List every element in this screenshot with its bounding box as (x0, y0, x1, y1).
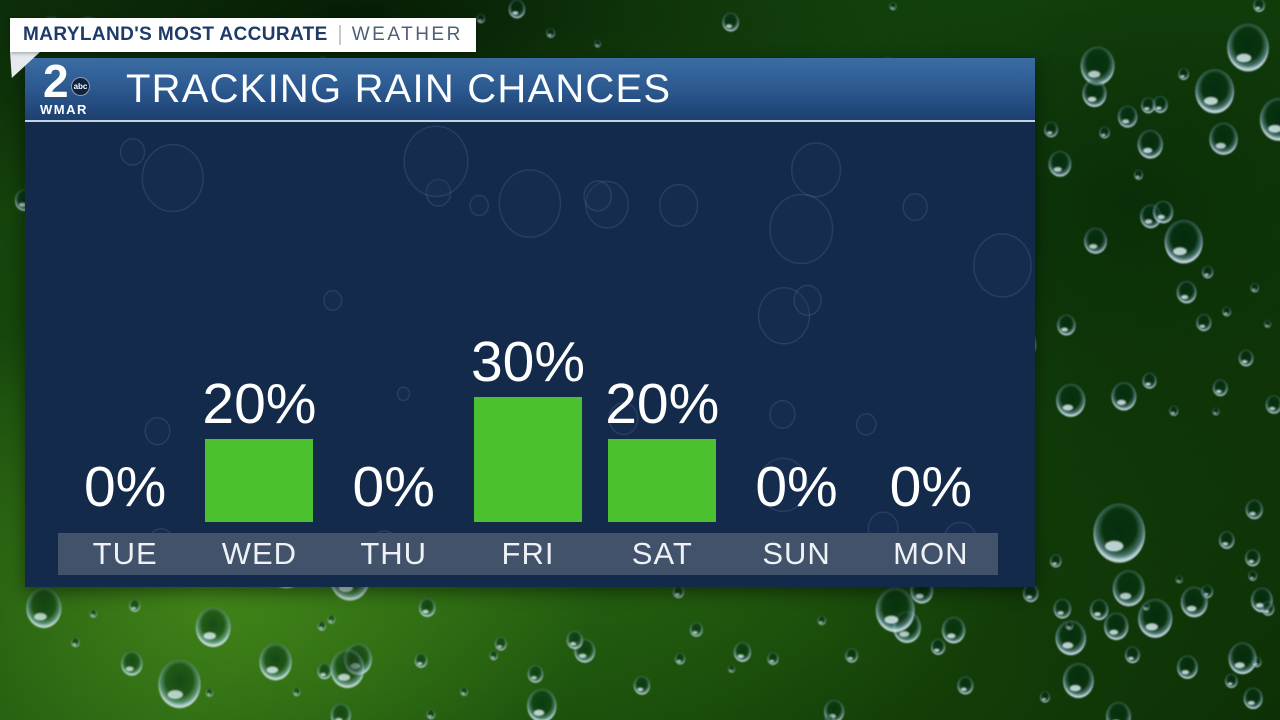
bar-value-label: 0% (889, 455, 973, 519)
station-banner: MARYLAND'S MOST ACCURATE WEATHER (10, 18, 476, 52)
page-title: TRACKING RAIN CHANCES (126, 66, 672, 111)
day-label: FRI (501, 536, 555, 571)
rain-chance-bar-chart: 0% 20% 0% 30% 20% 0% 0% (58, 334, 998, 522)
day-label: TUE (92, 536, 158, 571)
wmar-2-logo: 2 abc WMAR (38, 55, 106, 117)
bar (473, 397, 582, 522)
day-label: SUN (762, 536, 831, 571)
chart-column: 0% (58, 459, 192, 522)
chart-column: 20% (595, 376, 729, 522)
chart-column: 0% (327, 459, 461, 522)
logo-channel-number: 2 (43, 55, 69, 107)
forecast-panel: 2 abc WMAR TRACKING RAIN CHANCES 0% 20% 0%… (25, 55, 1035, 587)
bar-value-label: 0% (755, 455, 838, 519)
chart-column: 30% (461, 334, 595, 522)
logo-station-call-letters: WMAR (40, 102, 88, 117)
day-axis-strip: TUE WED THU FRI SAT SUN MON (58, 533, 998, 575)
day-label: WED (221, 536, 298, 571)
abc-network-icon: abc (71, 77, 90, 96)
banner-section-label: WEATHER (351, 24, 463, 45)
banner-divider-line (338, 25, 341, 45)
day-label: SAT (631, 536, 693, 571)
chart-column: 20% (192, 376, 326, 522)
chart-column: 0% (864, 459, 998, 522)
bar-value-label: 0% (352, 455, 435, 519)
chart-column: 0% (729, 459, 863, 522)
bar-value-label: 20% (202, 372, 317, 436)
day-label: MON (893, 536, 969, 571)
bar-value-label: 0% (83, 455, 167, 519)
bar (205, 439, 314, 522)
panel-header: 2 abc WMAR TRACKING RAIN CHANCES (25, 55, 1035, 122)
bar (608, 439, 717, 522)
bar-value-label: 30% (470, 330, 586, 394)
day-label: THU (360, 536, 428, 571)
bar-value-label: 20% (605, 372, 720, 436)
banner-tagline: MARYLAND'S MOST ACCURATE (23, 24, 328, 45)
